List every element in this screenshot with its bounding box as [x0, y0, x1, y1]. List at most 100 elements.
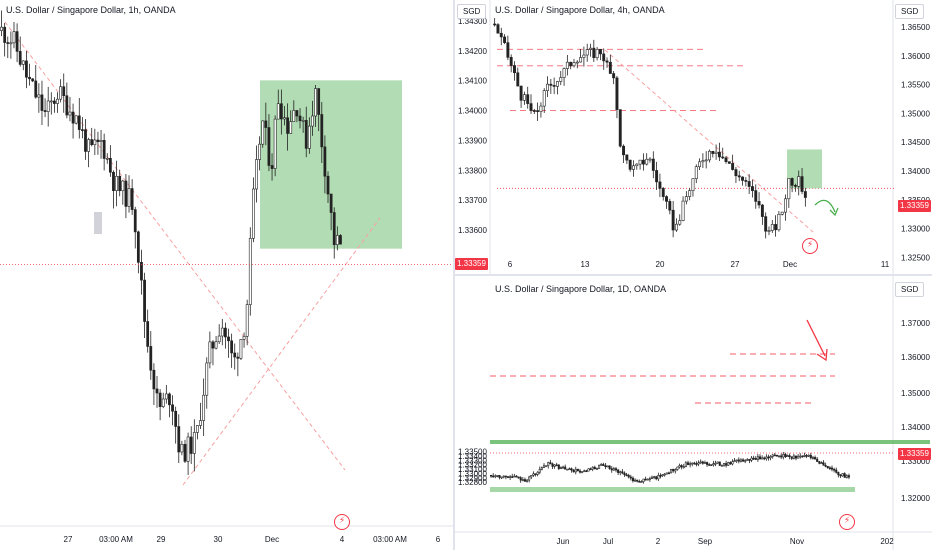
candle-down — [618, 109, 622, 147]
candle-down — [638, 481, 641, 483]
x-tick-label: 20 — [656, 260, 665, 269]
candle-up — [714, 151, 718, 154]
candle-down — [828, 467, 831, 469]
candle-up — [780, 211, 784, 215]
candle-up — [678, 220, 682, 225]
chart-panel-1d[interactable]: 1.33500 1.33400 1.33300 1.33200 1.33100 1.330… — [455, 276, 932, 550]
candle-up — [694, 166, 698, 179]
candle-up — [500, 476, 503, 479]
candle-down — [146, 321, 150, 347]
candle-up — [579, 57, 583, 63]
candle-up — [698, 161, 702, 168]
candle-down — [62, 86, 66, 97]
candle-up — [513, 475, 516, 478]
candle-down — [77, 115, 81, 130]
candle-down — [801, 455, 804, 458]
candle-up — [591, 466, 594, 470]
y-tick-label: 1.34000 — [458, 107, 487, 116]
x-tick-label: 29 — [157, 535, 166, 544]
candle-down — [498, 475, 501, 478]
candle-down — [264, 120, 268, 128]
currency-badge-4h-right[interactable]: SGD — [895, 4, 925, 19]
candle-down — [320, 114, 324, 148]
x-tick-label: 11 — [881, 260, 890, 269]
candle-down — [818, 461, 821, 464]
candle-down — [667, 472, 670, 475]
candle-down — [31, 78, 35, 82]
lightning-circle-icon[interactable]: ⚡ — [334, 514, 350, 530]
candle-up — [697, 462, 700, 465]
currency-badge-4h[interactable]: SGD — [457, 4, 487, 19]
currency-badge-1d-right[interactable]: SGD — [895, 282, 925, 297]
candle-down — [615, 77, 619, 110]
candle-down — [519, 85, 523, 101]
candle-up — [74, 115, 78, 124]
chart-panel-4h[interactable]: 1.34300 1.34200 1.34100 1.34000 1.33900 1.338… — [455, 0, 932, 274]
candle-down — [605, 60, 609, 63]
candle-down — [641, 159, 645, 165]
candle-up — [547, 462, 550, 467]
candle-down — [557, 464, 560, 469]
candle-down — [686, 462, 690, 465]
y-tick-label: 1.33800 — [458, 166, 487, 175]
candle-down — [608, 465, 611, 469]
chart-canvas-1d[interactable]: 1.335001.334001.333001.332001.331001.330… — [455, 276, 932, 550]
candle-up — [663, 473, 666, 476]
candle-down — [790, 178, 794, 186]
candle-down — [189, 436, 193, 454]
candle-up — [642, 478, 645, 482]
candle-down — [592, 47, 596, 58]
candle-up — [127, 188, 131, 207]
lightning-circle-icon[interactable]: ⚡ — [839, 514, 855, 530]
candle-down — [604, 465, 607, 468]
candle-down — [711, 150, 715, 154]
panel-divider-vertical[interactable] — [453, 0, 455, 550]
y-tick-label-right: 1.37000 — [901, 319, 930, 328]
candle-down — [742, 459, 745, 462]
candle-down — [764, 216, 768, 232]
chart-canvas-4h[interactable]: 1.34300 1.34200 1.34100 1.34000 1.33900 1.338… — [455, 0, 932, 274]
chart-panel-1h[interactable]: 1.339001.338001.337001.336001.335001.334… — [0, 0, 453, 550]
y-tick-label: 1.33600 — [458, 226, 487, 235]
candle-up — [589, 47, 592, 50]
support-band — [490, 487, 855, 492]
candle-down — [230, 340, 234, 354]
candle-up — [205, 362, 209, 396]
candle-up — [521, 479, 524, 481]
candle-up — [186, 436, 190, 462]
panel-divider-horizontal[interactable] — [455, 274, 932, 276]
candle-up — [746, 459, 749, 461]
candle-up — [733, 460, 736, 462]
projection-arrow-head — [829, 207, 839, 217]
candle-down — [625, 474, 628, 477]
candle-down — [570, 468, 573, 471]
candle-up — [565, 61, 569, 69]
candle-up — [21, 60, 25, 65]
candle-down — [598, 49, 602, 55]
y-tick-label: 1.33700 — [458, 196, 487, 205]
candle-up — [665, 472, 668, 475]
chart-canvas-1h[interactable]: 1.339001.338001.337001.336001.335001.334… — [0, 0, 453, 550]
candle-down — [585, 470, 588, 473]
candle-down — [655, 170, 659, 183]
candle-down — [43, 110, 47, 112]
candle-down — [549, 462, 552, 465]
candle-up — [566, 468, 569, 471]
candle-up — [555, 81, 559, 87]
candle-down — [780, 455, 783, 458]
lightning-circle-icon[interactable]: ⚡ — [802, 238, 818, 254]
candle-up — [180, 443, 184, 453]
candle-down — [710, 464, 713, 466]
candle-down — [96, 139, 100, 143]
candle-down — [71, 111, 75, 124]
candle-down — [211, 341, 215, 349]
candle-down — [754, 458, 757, 460]
candle-up — [99, 140, 103, 143]
candle-up — [68, 111, 72, 116]
candle-down — [549, 83, 553, 86]
candle-down — [839, 474, 842, 477]
candle-down — [555, 464, 558, 467]
x-tick-label: 4 — [340, 535, 345, 544]
candle-up — [208, 341, 212, 364]
candle-up — [283, 117, 286, 120]
